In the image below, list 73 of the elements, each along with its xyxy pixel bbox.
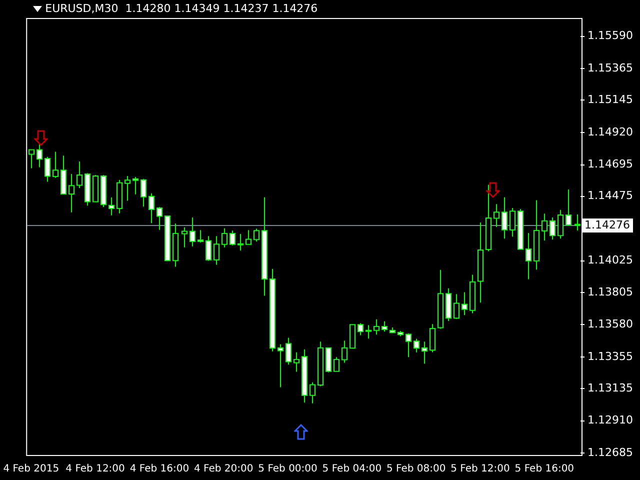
x-tick-label: 5 Feb 04:00 bbox=[322, 464, 382, 475]
candlestick bbox=[366, 324, 372, 339]
x-tick-label: 5 Feb 12:00 bbox=[450, 464, 510, 475]
candlestick bbox=[156, 206, 162, 230]
candlestick bbox=[238, 234, 244, 252]
candlestick bbox=[406, 332, 412, 358]
candlestick bbox=[294, 352, 300, 372]
y-tick-label: 1.13580 bbox=[588, 318, 634, 331]
candlestick bbox=[140, 178, 146, 208]
x-tick-label: 5 Feb 08:00 bbox=[386, 464, 446, 475]
candlestick bbox=[132, 176, 138, 195]
candlestick bbox=[422, 341, 428, 364]
candlestick bbox=[52, 151, 58, 178]
candlestick bbox=[76, 160, 82, 189]
candlestick bbox=[542, 213, 548, 242]
candlestick bbox=[206, 236, 212, 262]
candlestick bbox=[222, 228, 228, 248]
candlestick bbox=[310, 382, 316, 404]
chart-title: EURUSD,M30 1.14280 1.14349 1.14237 1.14276 bbox=[45, 2, 318, 15]
candlestick bbox=[124, 175, 130, 202]
candlestick bbox=[382, 320, 388, 332]
x-tick-label: 5 Feb 00:00 bbox=[258, 464, 318, 475]
candlestick bbox=[60, 155, 66, 195]
candlestick bbox=[430, 324, 436, 353]
candlestick bbox=[326, 347, 332, 373]
candlestick bbox=[510, 207, 516, 238]
y-tick-label: 1.14025 bbox=[588, 254, 634, 267]
candlestick bbox=[462, 292, 468, 316]
y-tick-label: 1.15365 bbox=[588, 62, 634, 75]
candlestick bbox=[230, 230, 236, 246]
candlestick bbox=[198, 230, 204, 244]
ref-line-label: 1.14276 bbox=[584, 218, 630, 232]
candlestick bbox=[108, 196, 114, 216]
y-tick-label: 1.15145 bbox=[588, 93, 634, 106]
x-tick-label: 4 Feb 16:00 bbox=[130, 464, 190, 475]
x-tick-label: 4 Feb 2015 bbox=[3, 464, 60, 475]
candlestick bbox=[502, 196, 508, 240]
candlestick bbox=[414, 338, 420, 353]
y-tick-label: 1.13135 bbox=[588, 381, 634, 394]
candlestick bbox=[36, 144, 42, 168]
candlestick bbox=[350, 324, 356, 349]
candlestick bbox=[558, 209, 564, 240]
y-tick-label: 1.12910 bbox=[588, 414, 634, 427]
candlestick bbox=[526, 232, 532, 280]
x-tick-label: 5 Feb 16:00 bbox=[514, 464, 574, 475]
x-tick-label: 4 Feb 12:00 bbox=[66, 464, 125, 475]
candlestick bbox=[334, 356, 340, 372]
candlestick bbox=[182, 226, 188, 248]
y-tick-label: 1.14695 bbox=[588, 158, 634, 171]
y-tick-label: 1.14920 bbox=[588, 125, 634, 138]
candlestick bbox=[566, 188, 572, 226]
candlestick bbox=[342, 340, 348, 364]
candlestick bbox=[148, 192, 154, 224]
candlestick bbox=[190, 217, 196, 247]
candlestick bbox=[550, 217, 556, 240]
candlestick bbox=[454, 294, 460, 320]
y-tick-label: 1.13355 bbox=[588, 350, 634, 363]
candlestick bbox=[374, 318, 380, 336]
x-tick-label: 4 Feb 20:00 bbox=[194, 464, 254, 475]
candlestick bbox=[278, 344, 284, 388]
candlestick bbox=[68, 173, 74, 213]
candlestick bbox=[254, 228, 260, 242]
candlestick bbox=[358, 322, 364, 336]
y-tick-label: 1.13805 bbox=[588, 285, 634, 298]
y-tick-label: 1.12685 bbox=[588, 446, 634, 459]
candlestick bbox=[214, 236, 220, 266]
candlestick bbox=[246, 230, 252, 245]
candlestick bbox=[494, 204, 500, 228]
y-tick-label: 1.15590 bbox=[588, 29, 634, 42]
candlestick bbox=[44, 156, 50, 182]
y-tick-label: 1.14475 bbox=[588, 189, 634, 202]
candlestick bbox=[286, 337, 292, 366]
candlestick bbox=[28, 149, 34, 169]
